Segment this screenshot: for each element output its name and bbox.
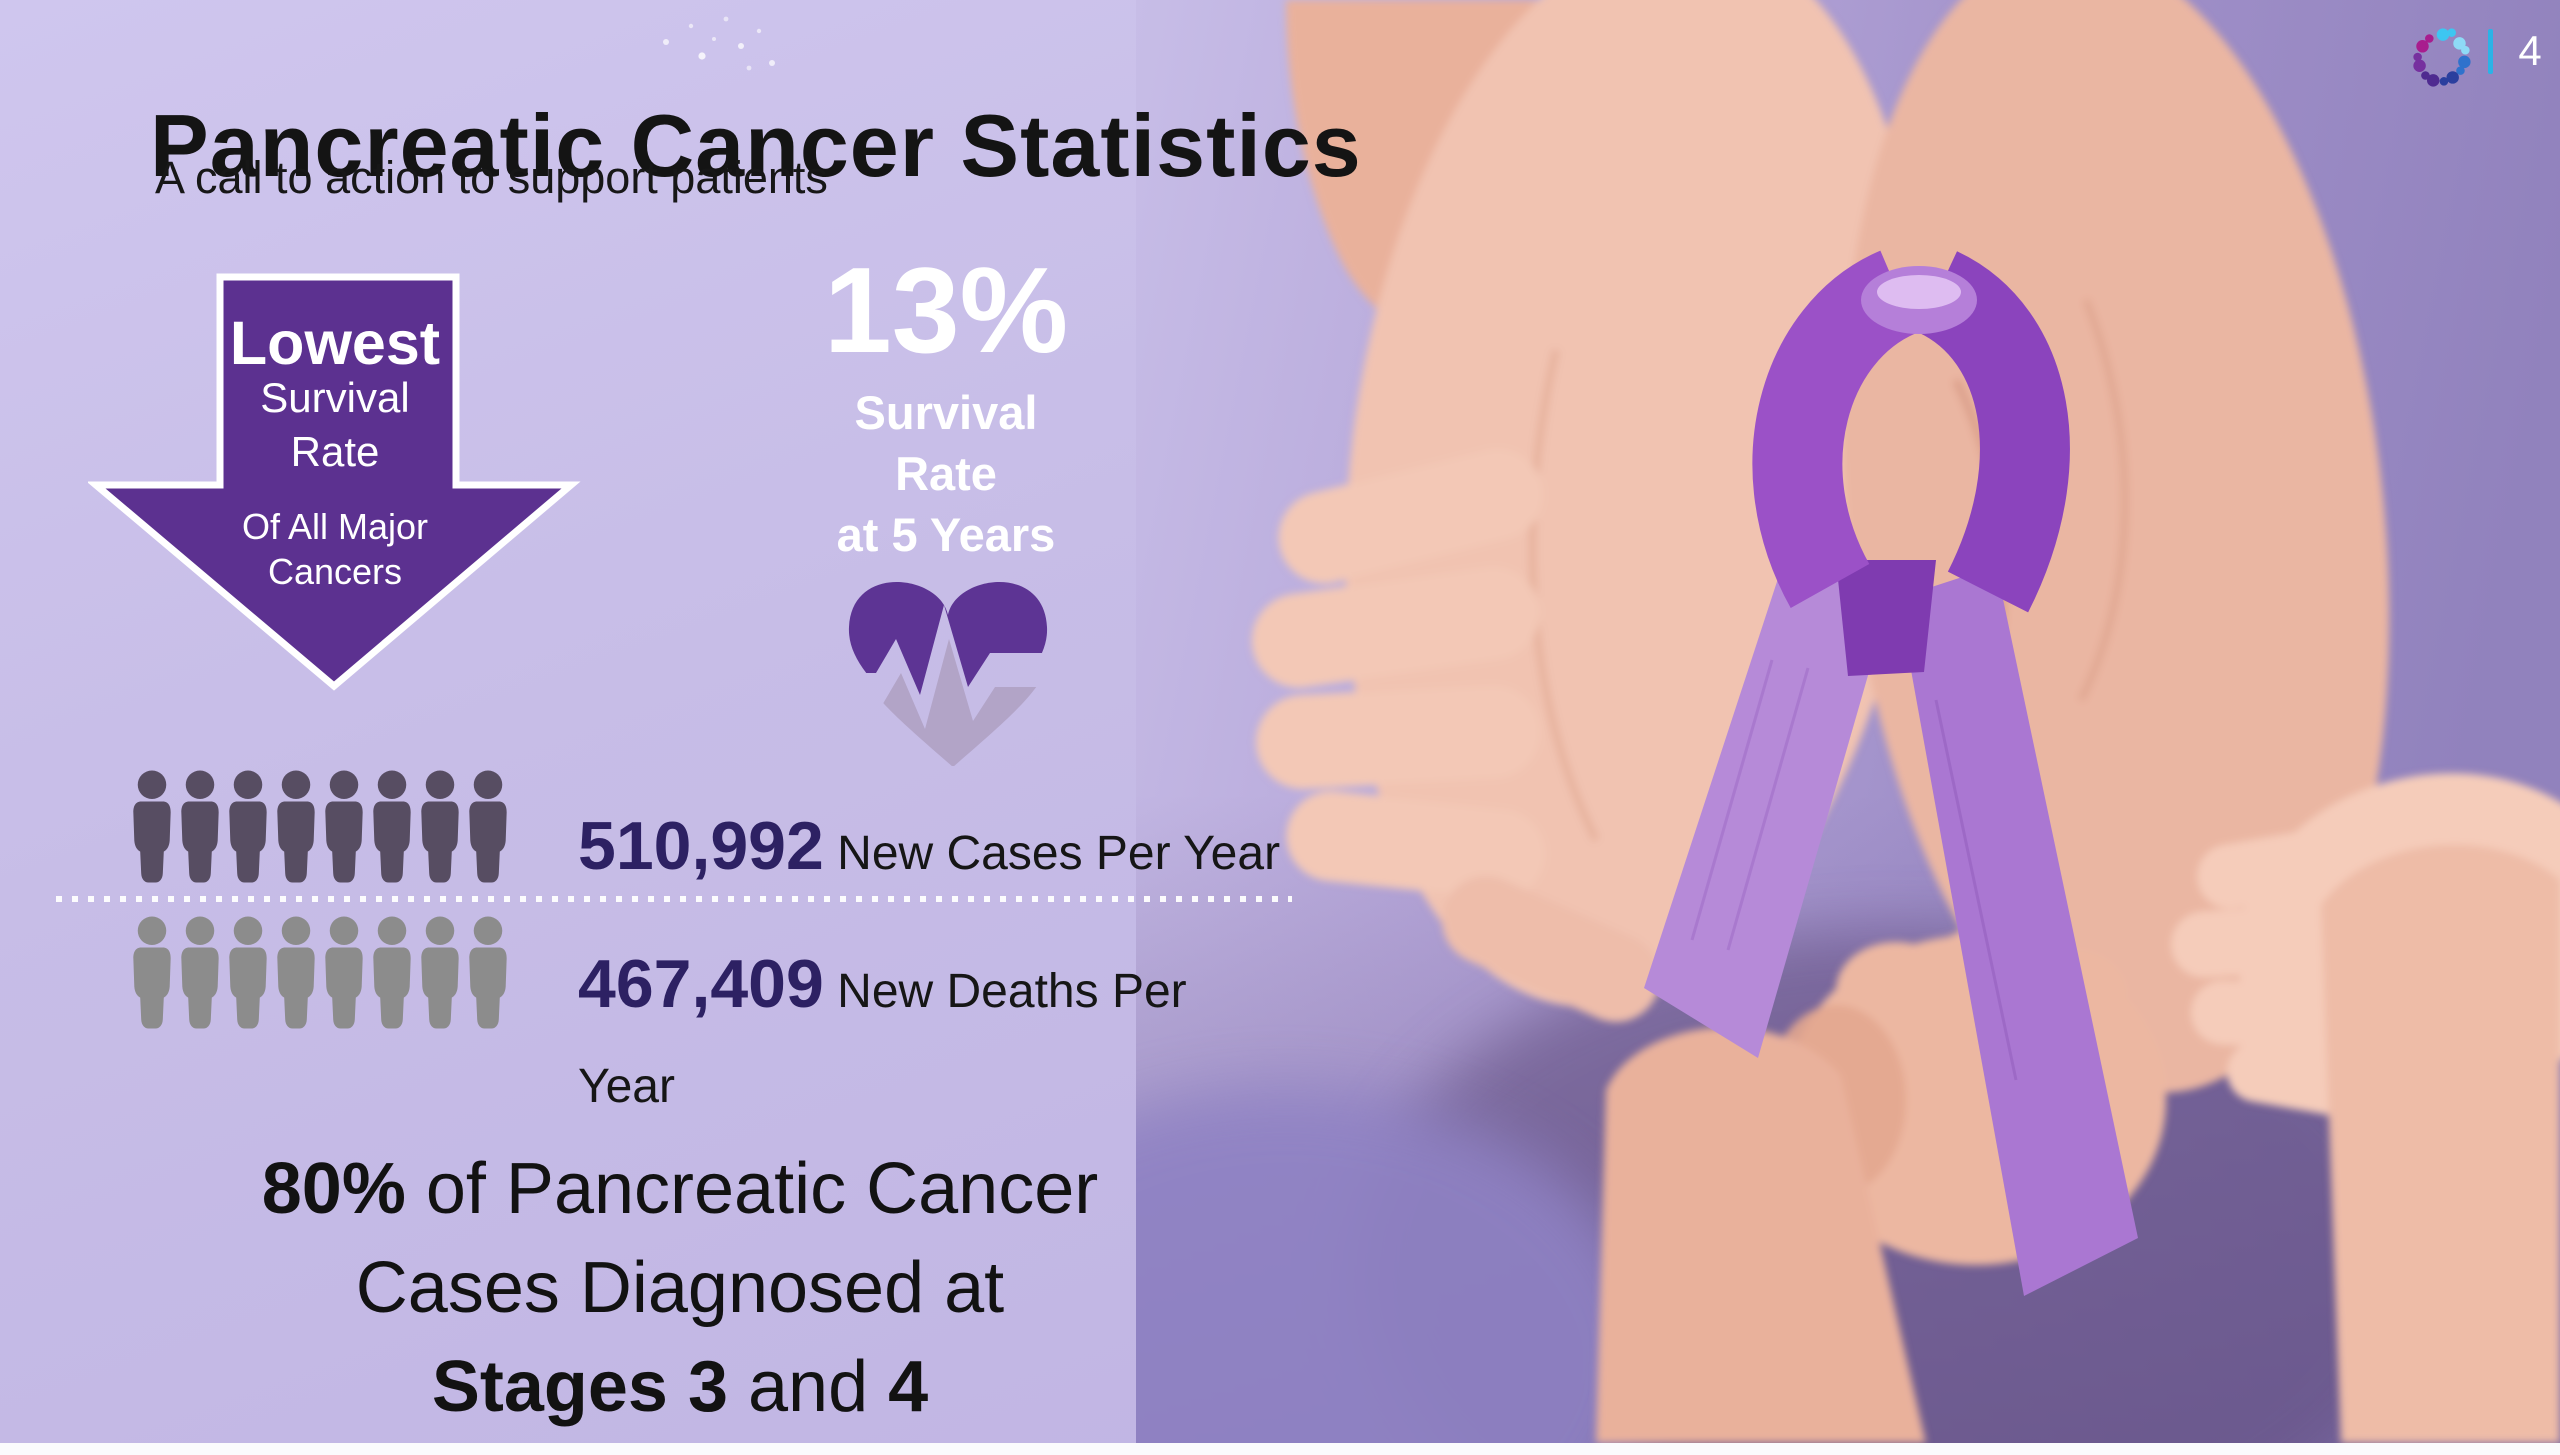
- deaths-pictograph: [130, 916, 510, 1030]
- survival-rate-value: 13%: [823, 242, 1069, 378]
- awareness-ribbon-icon: [1644, 250, 2138, 1296]
- cases-value: 510,992: [578, 808, 824, 884]
- person-icon: [229, 770, 267, 883]
- survival-rate-label: at 5 Years: [836, 508, 1056, 562]
- person-icon: [325, 770, 363, 883]
- person-icon: [277, 916, 315, 1029]
- callout-line: Survival: [260, 374, 410, 421]
- diagnosis-line-2: Cases Diagnosed at: [355, 1248, 1005, 1328]
- down-arrow-icon: [88, 273, 581, 691]
- diagnosis-callout: 80% of Pancreatic Cancer Cases Diagnosed…: [150, 1140, 1210, 1437]
- person-icon: [469, 916, 507, 1029]
- person-icon: [421, 916, 459, 1029]
- callout-headline: Lowest: [229, 309, 441, 377]
- dotted-divider: [56, 896, 1292, 902]
- hands-holding-ribbon-photo: [1136, 0, 2560, 1443]
- person-icon: [373, 916, 411, 1029]
- dot-ring-logo-icon: [2413, 28, 2471, 87]
- person-icon: [133, 916, 171, 1029]
- survival-rate-label: Rate: [895, 447, 997, 501]
- heartbeat-heart-icon: [848, 582, 1053, 766]
- deaths-stat-line: 467,409 New Deaths Per Year: [578, 942, 1238, 1140]
- lowest-survival-callout: Lowest Survival Rate Of All Major Cancer…: [88, 272, 582, 696]
- page-number: 4: [2518, 27, 2542, 74]
- person-icon: [373, 770, 411, 883]
- deaths-label: New Deaths Per Year: [578, 965, 1187, 1113]
- sparkle-dots-icon: [663, 16, 775, 71]
- person-icon: [181, 770, 219, 883]
- bottom-white-strip: [0, 1443, 2560, 1455]
- cases-stat-line: 510,992 New Cases Per Year: [578, 804, 1358, 907]
- person-icon: [133, 770, 171, 883]
- person-icon: [469, 770, 507, 883]
- page-title: Pancreatic Cancer Statistics: [150, 95, 1362, 195]
- logo-divider-bar: [2488, 29, 2493, 74]
- deaths-value: 467,409: [578, 946, 824, 1022]
- person-icon: [421, 770, 459, 883]
- diagnosis-line-1: 80% of Pancreatic Cancer: [261, 1149, 1099, 1229]
- survival-rate-label: Survival: [854, 386, 1038, 440]
- page-subtitle: A call to action to support patients: [155, 152, 828, 203]
- diagnosis-line-3: Stages 3 and 4: [431, 1347, 929, 1427]
- person-icon: [229, 916, 267, 1029]
- cases-pictograph: [130, 770, 510, 884]
- person-icon: [277, 770, 315, 883]
- callout-line: Cancers: [267, 551, 403, 592]
- person-icon: [181, 916, 219, 1029]
- callout-line: Of All Major: [241, 506, 429, 547]
- person-icon: [325, 916, 363, 1029]
- cases-label: New Cases Per Year: [837, 827, 1281, 880]
- survival-rate-stat: 13% Survival Rate at 5 Years: [770, 248, 1122, 565]
- callout-line: Rate: [290, 428, 380, 475]
